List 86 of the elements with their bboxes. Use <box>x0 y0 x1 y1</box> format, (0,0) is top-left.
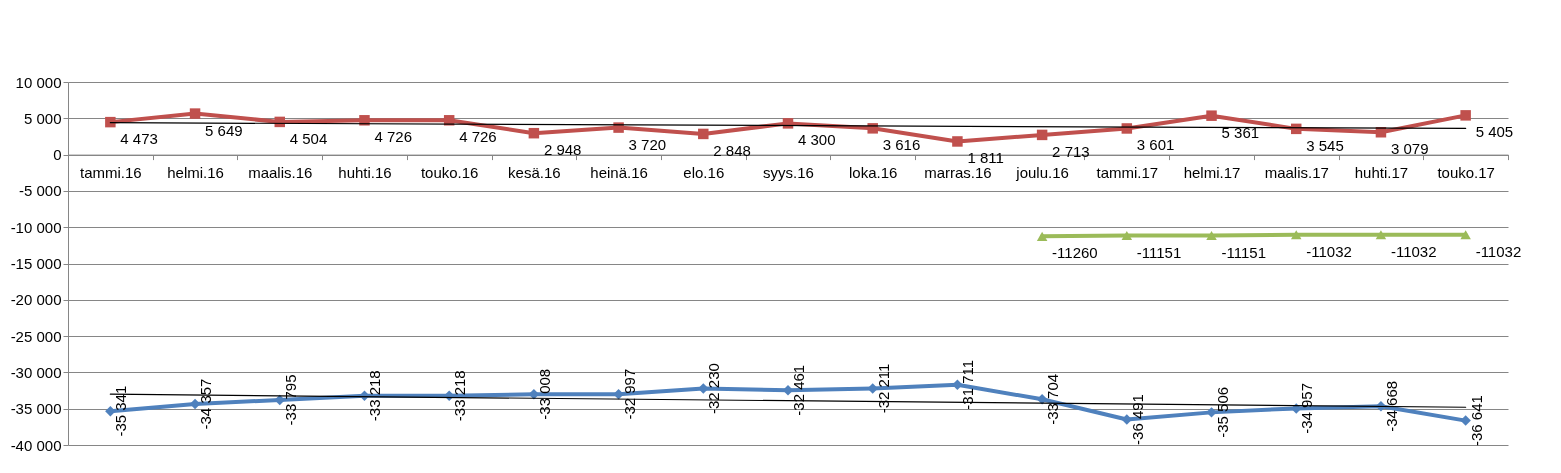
data-label: 3 601 <box>1136 136 1175 154</box>
data-label: 2 713 <box>1052 142 1090 160</box>
data-label: -33 008 <box>535 368 553 420</box>
data-label: -35 341 <box>112 385 130 437</box>
x-tick-label: maalis.16 <box>248 164 313 182</box>
data-label: 5 361 <box>1221 123 1260 141</box>
x-tick-label: loka.16 <box>849 164 898 182</box>
data-label: -11032 <box>1390 242 1437 260</box>
point <box>105 405 116 417</box>
data-label: -35 506 <box>1213 386 1231 438</box>
point <box>1036 394 1048 405</box>
y-tick-label: -10 000 <box>10 218 62 236</box>
point <box>782 118 794 129</box>
data-label: 2 848 <box>713 141 751 159</box>
data-label: -32 997 <box>620 368 638 420</box>
y-tick-label: -20 000 <box>10 291 62 309</box>
data-label: 5 649 <box>205 121 243 139</box>
data-label: 3 545 <box>1306 136 1344 154</box>
data-label: 5 405 <box>1475 123 1514 141</box>
data-label: -36 641 <box>1467 395 1485 447</box>
y-tick-label: -30 000 <box>10 363 62 381</box>
y-tick-label: -40 000 <box>10 436 62 454</box>
data-label: 4 726 <box>374 128 413 146</box>
data-label: -33 704 <box>1044 373 1062 425</box>
data-label: -33 218 <box>451 370 469 422</box>
y-tick-label: -5 000 <box>18 182 62 200</box>
point <box>1121 231 1133 241</box>
point <box>528 127 540 139</box>
point <box>1375 230 1387 240</box>
y-tick-label: -15 000 <box>10 255 62 272</box>
data-label: 3 616 <box>882 136 921 154</box>
data-label: -33 795 <box>281 374 299 426</box>
x-tick-label: syys.16 <box>763 164 814 182</box>
data-label: -34 357 <box>197 378 215 430</box>
data-label: -11260 <box>1052 244 1098 262</box>
y-tick-label: 5 000 <box>23 109 62 127</box>
point <box>1206 110 1217 121</box>
data-label: -32 230 <box>705 363 723 415</box>
y-tick-label: -35 000 <box>10 400 62 418</box>
data-label: 3 720 <box>628 135 667 153</box>
x-tick-label: marras.16 <box>924 164 992 182</box>
point <box>698 128 709 140</box>
data-label: 4 504 <box>289 129 328 147</box>
x-tick-label: touko.17 <box>1437 164 1495 182</box>
data-label: -33 218 <box>366 370 384 422</box>
x-tick-label: maalis.17 <box>1264 164 1329 182</box>
point <box>1036 231 1048 241</box>
data-label: -11151 <box>1221 243 1267 261</box>
point <box>1206 231 1217 241</box>
point <box>105 116 116 128</box>
point <box>952 136 963 147</box>
x-tick-label: kesä.16 <box>508 164 561 182</box>
data-label: 4 726 <box>459 128 497 146</box>
data-label: 4 300 <box>798 131 836 149</box>
point <box>1460 230 1471 240</box>
x-tick-label: tammi.17 <box>1096 164 1159 182</box>
x-tick-label: helmi.16 <box>167 164 224 182</box>
point <box>1460 415 1471 426</box>
point <box>1290 230 1302 240</box>
x-tick-label: huhti.16 <box>338 164 392 182</box>
x-tick-label: helmi.17 <box>1183 164 1241 182</box>
y-tick-label: 0 <box>53 146 62 164</box>
x-tick-label: touko.16 <box>420 164 479 182</box>
point <box>359 115 370 126</box>
data-label: -36 491 <box>1128 394 1146 445</box>
data-label: 2 948 <box>543 141 582 159</box>
x-tick-label: heinä.16 <box>590 164 648 182</box>
point <box>189 108 201 119</box>
x-tick-label: tammi.16 <box>80 164 142 182</box>
data-label: -32 461 <box>790 364 807 416</box>
data-label: 3 079 <box>1390 140 1429 158</box>
data-label: -34 957 <box>1298 382 1316 434</box>
point <box>1460 110 1471 121</box>
point <box>613 122 624 133</box>
data-label: 4 473 <box>120 130 158 148</box>
data-label: -11032 <box>1306 242 1352 260</box>
x-tick-label: elo.16 <box>683 164 725 182</box>
point <box>1036 129 1048 141</box>
data-label: -34 668 <box>1382 380 1400 432</box>
x-tick-label: joulu.16 <box>1015 164 1069 182</box>
data-label: -11032 <box>1475 242 1522 260</box>
data-label: 1 811 <box>967 149 1004 167</box>
data-label: -11151 <box>1136 243 1182 261</box>
y-tick-label: -25 000 <box>10 327 62 345</box>
x-tick-label: huhti.17 <box>1354 164 1409 182</box>
y-tick-label: 10 000 <box>15 73 62 91</box>
